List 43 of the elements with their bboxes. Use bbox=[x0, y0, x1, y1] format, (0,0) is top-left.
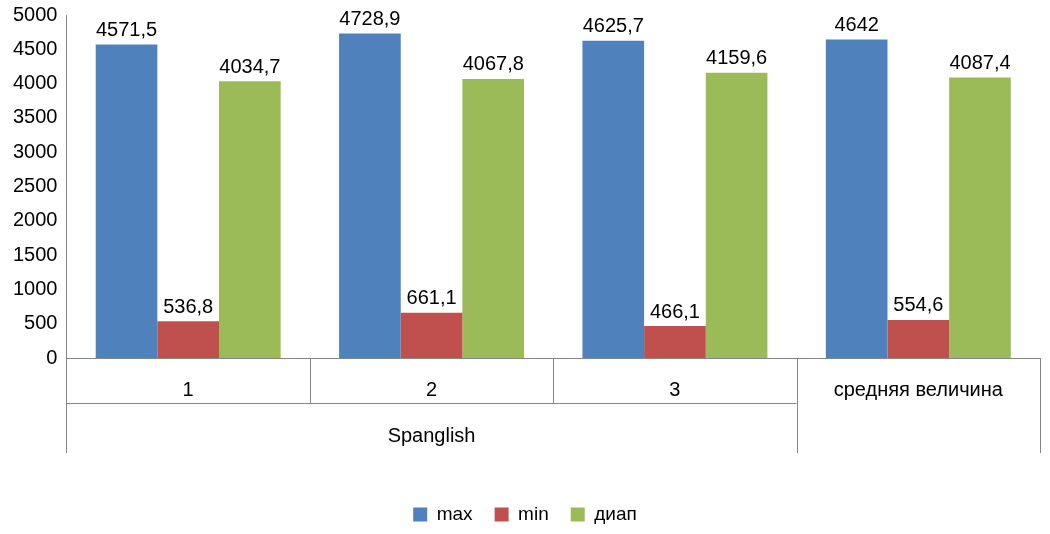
y-tick-label: 1000 bbox=[12, 276, 58, 299]
bar bbox=[157, 321, 220, 358]
bar bbox=[949, 77, 1011, 358]
data-label: 4087,4 bbox=[949, 51, 1011, 74]
x-tick-label: средняя величина bbox=[833, 377, 1004, 400]
data-label: 4728,9 bbox=[339, 7, 401, 30]
data-label: 4625,7 bbox=[582, 14, 644, 37]
bar bbox=[219, 81, 281, 358]
x-tick-label: 1 bbox=[182, 377, 194, 400]
y-tick-label: 3500 bbox=[12, 105, 58, 128]
data-label: 554,6 bbox=[893, 293, 944, 316]
text: Spanglish bbox=[387, 423, 476, 446]
data-label: 4067,8 bbox=[462, 52, 524, 75]
y-tick-label: 5000 bbox=[12, 2, 58, 25]
y-tick-label: 4500 bbox=[12, 36, 58, 59]
x-tick-label: 2 bbox=[426, 377, 438, 400]
y-tick-label: 2000 bbox=[12, 208, 58, 231]
legend-label: диап bbox=[594, 502, 637, 524]
bar bbox=[339, 33, 401, 358]
y-tick-label: 4000 bbox=[12, 71, 58, 94]
y-tick-label: 2500 bbox=[12, 174, 58, 197]
bar bbox=[887, 319, 950, 358]
bar bbox=[582, 40, 645, 358]
data-label: 4642 bbox=[834, 13, 879, 36]
bar bbox=[95, 44, 158, 358]
data-label: 536,8 bbox=[163, 294, 214, 317]
bar bbox=[705, 72, 768, 358]
data-label: 661,1 bbox=[406, 286, 457, 309]
legend-label: min bbox=[518, 502, 549, 524]
data-label: 4571,5 bbox=[95, 17, 158, 40]
y-tick-label: 3000 bbox=[12, 139, 58, 162]
data-label: 466,1 bbox=[649, 299, 700, 322]
y-tick-label: 500 bbox=[24, 311, 58, 334]
bar bbox=[462, 78, 525, 358]
data-label: 4034,7 bbox=[219, 54, 281, 77]
legend-label: max bbox=[436, 502, 474, 524]
data-label: 4159,6 bbox=[706, 46, 768, 69]
x-tick-label: 3 bbox=[669, 377, 681, 400]
y-tick-label: 0 bbox=[46, 345, 58, 368]
bar bbox=[400, 312, 463, 358]
y-tick-label: 1500 bbox=[12, 242, 58, 265]
bar bbox=[644, 326, 706, 358]
bar bbox=[825, 39, 888, 358]
